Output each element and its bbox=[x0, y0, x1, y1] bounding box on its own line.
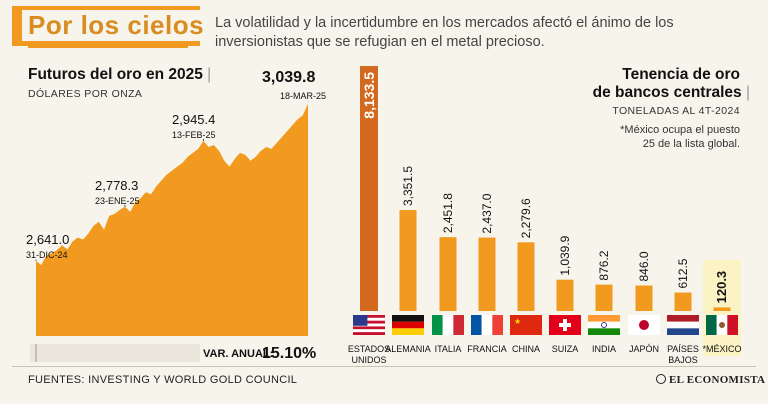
reserves-units: TONELADAS AL 4T-2024 bbox=[612, 105, 740, 117]
bar-0 bbox=[360, 66, 378, 311]
bar-8 bbox=[674, 292, 692, 311]
france-flag-icon bbox=[471, 315, 503, 335]
reserves-title-line2: de bancos centrales | bbox=[592, 84, 750, 101]
category-label: INDIA bbox=[592, 344, 616, 354]
page-title: Por los cielos bbox=[22, 10, 211, 41]
footer-source: FUENTES: INVESTING Y WORLD GOLD COUNCIL bbox=[28, 374, 298, 386]
netherlands-flag-icon bbox=[667, 315, 699, 335]
category-label: JAPÓN bbox=[629, 344, 659, 354]
mexico-note-line1: *México ocupa el puesto bbox=[620, 124, 740, 136]
category-label: BAJOS bbox=[668, 355, 698, 365]
bar-value-label: 846.0 bbox=[637, 251, 651, 281]
reserves-title-line1: Tenencia de oro bbox=[622, 66, 740, 83]
title-underline bbox=[28, 46, 188, 48]
bar-value-label: 2,437.0 bbox=[480, 193, 494, 233]
footer-brand: EL ECONOMISTA bbox=[656, 374, 765, 386]
category-label: ITALIA bbox=[435, 344, 462, 354]
bar-3 bbox=[478, 237, 496, 311]
switzerland-flag-icon bbox=[549, 315, 581, 335]
bar-value-label: 2,451.8 bbox=[441, 193, 455, 233]
bar-6 bbox=[595, 284, 613, 311]
bar-value-label: 3,351.5 bbox=[401, 166, 415, 206]
bar-value-label: 612.5 bbox=[676, 258, 690, 288]
japan-flag-icon bbox=[628, 315, 660, 335]
time-axis-track bbox=[30, 344, 200, 362]
annual-change-label: VAR. ANUAL: bbox=[203, 348, 274, 360]
annotation-date: 31-DIC-24 bbox=[26, 250, 68, 260]
bar-value-label: 120.3 bbox=[714, 271, 729, 304]
brand-logo-icon bbox=[656, 374, 666, 384]
gold-futures-title: Futuros del oro en 2025 | bbox=[28, 66, 212, 83]
annotation-date: 23-ENE-25 bbox=[95, 196, 140, 206]
bar-9 bbox=[713, 307, 731, 311]
svg-text:★: ★ bbox=[514, 317, 521, 326]
bar-5 bbox=[556, 279, 574, 311]
mexico-note-line2: 25 de la lista global. bbox=[642, 138, 740, 150]
annual-change-value: 15.10% bbox=[262, 345, 317, 362]
annotation-value: 3,039.8 bbox=[262, 69, 315, 86]
footer-divider bbox=[12, 366, 756, 367]
annotation-date: 18-MAR-25 bbox=[280, 91, 326, 101]
page-subtitle: La volatilidad y la incertidumbre en los… bbox=[215, 15, 674, 50]
bar-7 bbox=[635, 285, 653, 311]
category-label: ALEMANIA bbox=[385, 344, 431, 354]
category-label: UNIDOS bbox=[351, 355, 386, 365]
india-flag-icon bbox=[588, 315, 620, 335]
category-label: PAÍSES bbox=[667, 344, 699, 354]
category-label: ESTADOS bbox=[348, 344, 390, 354]
category-label: *MÉXICO bbox=[702, 344, 741, 354]
annotation-value: 2,641.0 bbox=[26, 232, 69, 247]
annotation-value: 2,945.4 bbox=[172, 112, 215, 127]
category-label: CHINA bbox=[512, 344, 540, 354]
italy-flag-icon bbox=[432, 315, 464, 335]
gold-futures-units: DÓLARES POR ONZA bbox=[28, 88, 143, 100]
us-flag-icon bbox=[353, 315, 385, 335]
annotation-date: 13-FEB-25 bbox=[172, 130, 216, 140]
bar-value-label: 1,039.9 bbox=[558, 235, 572, 275]
bar-4 bbox=[517, 242, 535, 311]
bar-value-label: 2,279.6 bbox=[519, 198, 533, 238]
bar-value-label: 876.2 bbox=[597, 250, 611, 280]
annotation-value: 2,778.3 bbox=[95, 178, 138, 193]
mexico-flag-icon bbox=[706, 315, 738, 335]
category-label: FRANCIA bbox=[467, 344, 507, 354]
bar-1 bbox=[399, 210, 417, 311]
gold-price-area bbox=[36, 103, 308, 336]
germany-flag-icon bbox=[392, 315, 424, 335]
china-flag-icon: ★ bbox=[510, 315, 542, 335]
bar-value-label: 8,133.5 bbox=[361, 72, 377, 119]
bar-2 bbox=[439, 237, 457, 311]
category-label: SUIZA bbox=[552, 344, 579, 354]
